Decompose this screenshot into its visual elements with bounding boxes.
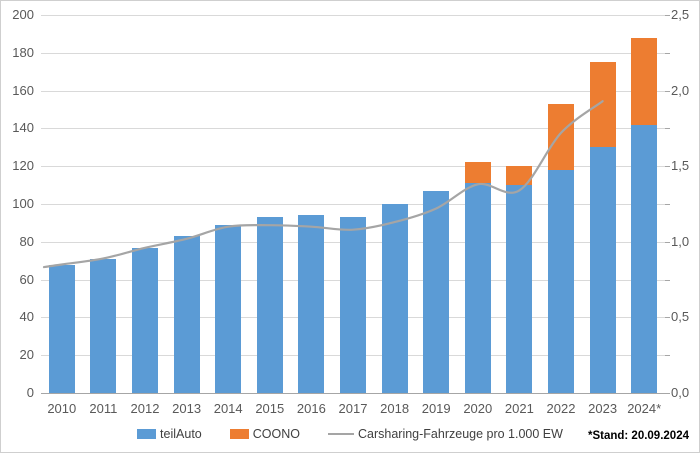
right-axis-tick: [665, 279, 670, 281]
legend-item-teilauto: teilAuto: [137, 427, 202, 441]
right-axis-tick: [665, 393, 670, 394]
x-axis-label: 2021: [504, 401, 534, 416]
legend-label-coono: COONO: [252, 427, 300, 441]
teilauto-bar-segment: [90, 258, 117, 393]
left-axis-tick-label: 60: [19, 271, 34, 287]
x-axis-label: 2016: [296, 401, 326, 416]
x-axis-label: 2019: [421, 401, 451, 416]
teilauto-bar-segment: [48, 264, 75, 393]
legend-item-trend: Carsharing-Fahrzeuge pro 1.000 EW: [327, 427, 563, 441]
gridline: [41, 15, 665, 16]
teilauto-bar-segment: [464, 183, 491, 393]
right-axis-tick: [665, 90, 670, 92]
x-axis-label: 2020: [463, 401, 493, 416]
left-axis-tick-label: 180: [12, 44, 34, 60]
right-axis-tick: [665, 166, 670, 168]
x-axis-label: 2022: [546, 401, 576, 416]
x-axis-label: 2023: [588, 401, 618, 416]
right-axis-tick: [665, 128, 670, 130]
teilauto-swatch-icon: [137, 429, 157, 439]
x-axis-line: [41, 393, 665, 394]
teilauto-bar-segment: [381, 204, 408, 393]
legend-label-teilauto: teilAuto: [160, 427, 202, 441]
coono-bar-segment: [506, 166, 533, 186]
teilauto-bar-segment: [173, 236, 200, 393]
legend-label-trend: Carsharing-Fahrzeuge pro 1.000 EW: [357, 427, 563, 441]
left-axis-tick-label: 100: [12, 196, 34, 211]
left-axis-tick-label: 0: [26, 385, 34, 400]
teilauto-bar-segment: [506, 185, 533, 393]
teilauto-bar-segment: [423, 190, 450, 393]
teilauto-bar-segment: [548, 170, 574, 393]
legend-item-coono: COONO: [229, 427, 300, 441]
coono-bar-segment: [589, 62, 616, 148]
x-axis-label: 2024*: [627, 401, 662, 416]
left-axis-tick-label: 200: [12, 7, 34, 22]
left-axis-tick-label: 160: [12, 82, 34, 98]
left-axis-tick-label: 40: [19, 309, 34, 325]
x-axis-label: 2012: [130, 401, 160, 416]
coono-bar-segment: [548, 103, 574, 170]
gridline: [41, 90, 665, 92]
trend-line-swatch-icon: [327, 433, 354, 435]
teilauto-bar-segment: [631, 124, 658, 393]
x-axis-label: 2015: [255, 401, 285, 416]
legend: teilAuto COONO Carsharing-Fahrzeuge pro …: [1, 427, 699, 441]
right-axis-tick: [665, 317, 670, 319]
x-axis-label: 2017: [338, 401, 368, 416]
teilauto-bar-segment: [340, 217, 366, 393]
x-axis-label: 2018: [380, 401, 410, 416]
left-axis-tick-label: 80: [19, 233, 34, 249]
x-axis-label: 2013: [172, 401, 202, 416]
x-axis-label: 2011: [89, 401, 118, 416]
right-axis-tick-label: 2,0: [671, 82, 690, 98]
right-axis-tick-label: 1,5: [671, 158, 690, 174]
right-axis-tick: [665, 15, 670, 16]
teilauto-bar-segment: [589, 147, 616, 393]
teilauto-bar-segment: [132, 247, 158, 393]
x-axis-label: 2014: [213, 401, 243, 416]
right-axis-tick-label: 0,5: [671, 309, 690, 325]
teilauto-bar-segment: [298, 215, 325, 393]
left-axis-tick-label: 140: [12, 120, 34, 136]
right-axis-tick: [665, 204, 670, 205]
coono-bar-segment: [631, 37, 658, 125]
right-axis-tick-label: 1,0: [671, 233, 690, 249]
left-axis-tick-label: 120: [12, 158, 34, 174]
right-axis-tick-label: 0,0: [671, 385, 690, 400]
teilauto-bar-segment: [215, 224, 242, 393]
right-axis-tick-label: 2,5: [671, 7, 690, 22]
teilauto-bar-segment: [256, 217, 283, 393]
gridline: [41, 52, 665, 54]
x-axis-label: 2010: [47, 401, 77, 416]
coono-bar-segment: [464, 162, 491, 184]
right-axis-tick: [665, 52, 670, 54]
coono-swatch-icon: [229, 429, 249, 439]
left-axis-tick-label: 20: [19, 347, 34, 363]
footnote: *Stand: 20.09.2024: [587, 430, 689, 442]
right-axis-tick: [665, 241, 670, 243]
right-axis-tick: [665, 355, 670, 357]
